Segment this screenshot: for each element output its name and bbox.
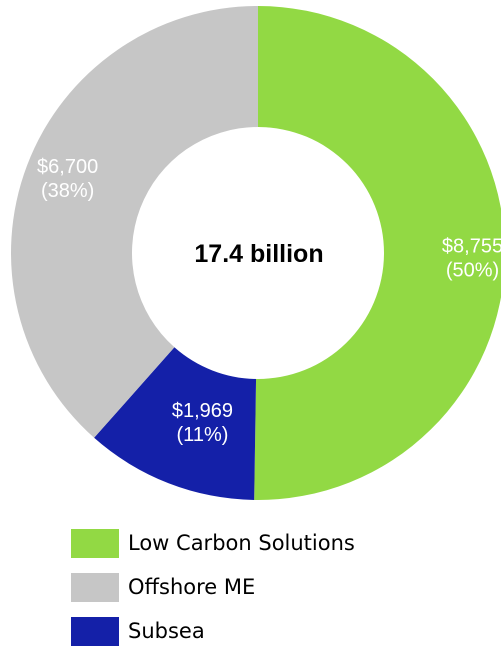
legend-swatch-low-carbon-solutions — [71, 528, 119, 558]
legend-label: Offshore ME — [128, 575, 256, 599]
chart-legend: Low Carbon Solutions Offshore ME Subsea — [71, 521, 355, 653]
slice-value-label: $8,755 — [442, 235, 501, 257]
donut-slice-low-carbon-solutions — [254, 6, 501, 500]
donut-slice-offshore-me — [10, 6, 259, 438]
slice-percent-label: (50%) — [446, 259, 499, 281]
donut-chart: $8,755(50%) $1,969(11%) $6,700(38%) 17.4 b… — [10, 6, 501, 500]
legend-item-offshore-me: Offshore ME — [71, 565, 355, 609]
legend-item-low-carbon-solutions: Low Carbon Solutions — [71, 521, 355, 565]
donut-slices — [10, 6, 501, 500]
legend-label: Low Carbon Solutions — [128, 531, 355, 555]
slice-percent-label: (38%) — [41, 180, 94, 202]
slice-labels: $8,755(50%) $1,969(11%) $6,700(38%) — [37, 156, 501, 446]
slice-percent-label: (11%) — [177, 424, 229, 446]
legend-swatch-subsea — [71, 616, 119, 646]
donut-slice-subsea — [94, 347, 257, 500]
legend-item-subsea: Subsea — [71, 609, 355, 653]
legend-label: Subsea — [128, 619, 205, 643]
slice-value-label: $6,700 — [37, 156, 98, 178]
slice-value-label: $1,969 — [172, 400, 233, 422]
center-total-label: 17.4 billion — [194, 240, 323, 268]
legend-swatch-offshore-me — [71, 572, 119, 602]
